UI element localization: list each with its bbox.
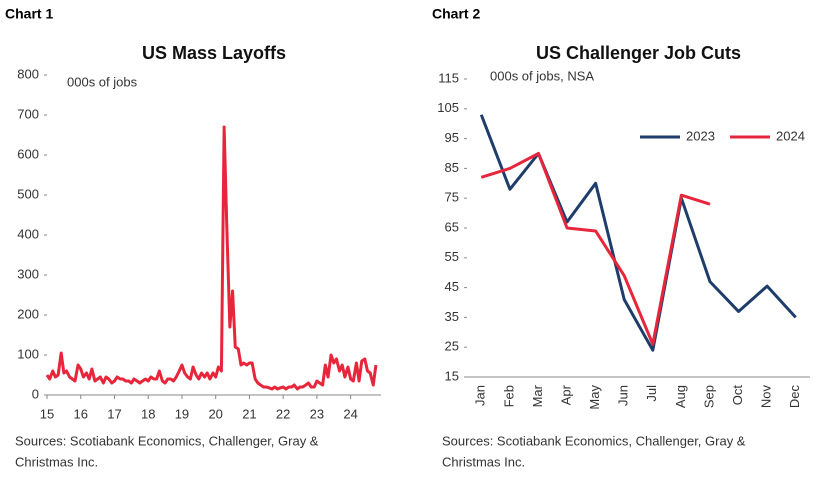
x-tick-label: 24 bbox=[343, 406, 357, 421]
source: Christmas Inc. bbox=[15, 454, 98, 469]
series-line bbox=[480, 152, 711, 346]
y-tick-label: 600 bbox=[17, 146, 39, 161]
x-tick-label: Apr bbox=[558, 384, 573, 405]
chart-title: US Mass Layoffs bbox=[142, 43, 286, 63]
y-tick-label: 700 bbox=[17, 106, 39, 121]
x-tick-label: Jan bbox=[473, 385, 488, 406]
y-tick-label: 15 bbox=[445, 368, 459, 383]
x-tick-label: 23 bbox=[310, 406, 324, 421]
y-tick-label: 75 bbox=[445, 190, 459, 205]
chart-label: Chart 1 bbox=[5, 6, 53, 22]
x-tick-label: 15 bbox=[40, 406, 54, 421]
x-tick-label: Feb bbox=[501, 385, 516, 407]
x-tick-label: 17 bbox=[107, 406, 121, 421]
x-tick-label: Sep bbox=[701, 385, 716, 408]
source: Sources: Scotiabank Economics, Challenge… bbox=[442, 433, 746, 448]
series-line bbox=[479, 114, 797, 352]
y-tick-label: 25 bbox=[445, 339, 459, 354]
y-tick-label: 95 bbox=[445, 130, 459, 145]
x-tick-label: Aug bbox=[673, 385, 688, 408]
chart-label: Chart 2 bbox=[432, 6, 480, 22]
subtitle: 000s of jobs bbox=[67, 74, 138, 89]
y-tick-label: 400 bbox=[17, 226, 39, 241]
y-tick-label: 500 bbox=[17, 186, 39, 201]
y-tick-label: 115 bbox=[438, 70, 459, 85]
y-tick-label: 800 bbox=[17, 66, 39, 81]
x-tick-label: 19 bbox=[175, 406, 189, 421]
x-tick-label: 22 bbox=[276, 406, 290, 421]
x-tick-label: 18 bbox=[141, 406, 155, 421]
x-tick-label: Oct bbox=[730, 385, 745, 406]
x-tick-label: 21 bbox=[242, 406, 256, 421]
x-tick-label: 16 bbox=[74, 406, 88, 421]
source: Christmas Inc. bbox=[442, 454, 525, 469]
source: Sources: Scotiabank Economics, Challenge… bbox=[15, 433, 319, 448]
y-tick-label: 100 bbox=[17, 346, 39, 361]
legend-label: 2024 bbox=[776, 128, 805, 143]
x-tick-label: May bbox=[587, 385, 602, 410]
subtitle: 000s of jobs, NSA bbox=[490, 68, 594, 83]
series-line bbox=[45, 125, 378, 391]
y-tick-label: 35 bbox=[445, 309, 459, 324]
y-tick-label: 300 bbox=[17, 266, 39, 281]
y-tick-label: 55 bbox=[445, 249, 459, 264]
x-tick-label: Nov bbox=[759, 385, 774, 409]
y-tick-label: 85 bbox=[445, 160, 459, 175]
x-tick-label: Jul bbox=[644, 385, 659, 402]
y-tick-label: 105 bbox=[437, 100, 459, 115]
x-tick-label: Mar bbox=[530, 384, 545, 407]
y-tick-label: 200 bbox=[17, 306, 39, 321]
chart-title: US Challenger Job Cuts bbox=[536, 43, 741, 63]
legend-label: 2023 bbox=[686, 128, 715, 143]
y-tick-label: 0 bbox=[32, 386, 39, 401]
x-tick-label: 20 bbox=[208, 406, 222, 421]
x-tick-label: Jun bbox=[616, 385, 631, 406]
x-tick-label: Dec bbox=[787, 385, 802, 409]
y-tick-label: 45 bbox=[445, 279, 459, 294]
y-tick-label: 65 bbox=[445, 219, 459, 234]
